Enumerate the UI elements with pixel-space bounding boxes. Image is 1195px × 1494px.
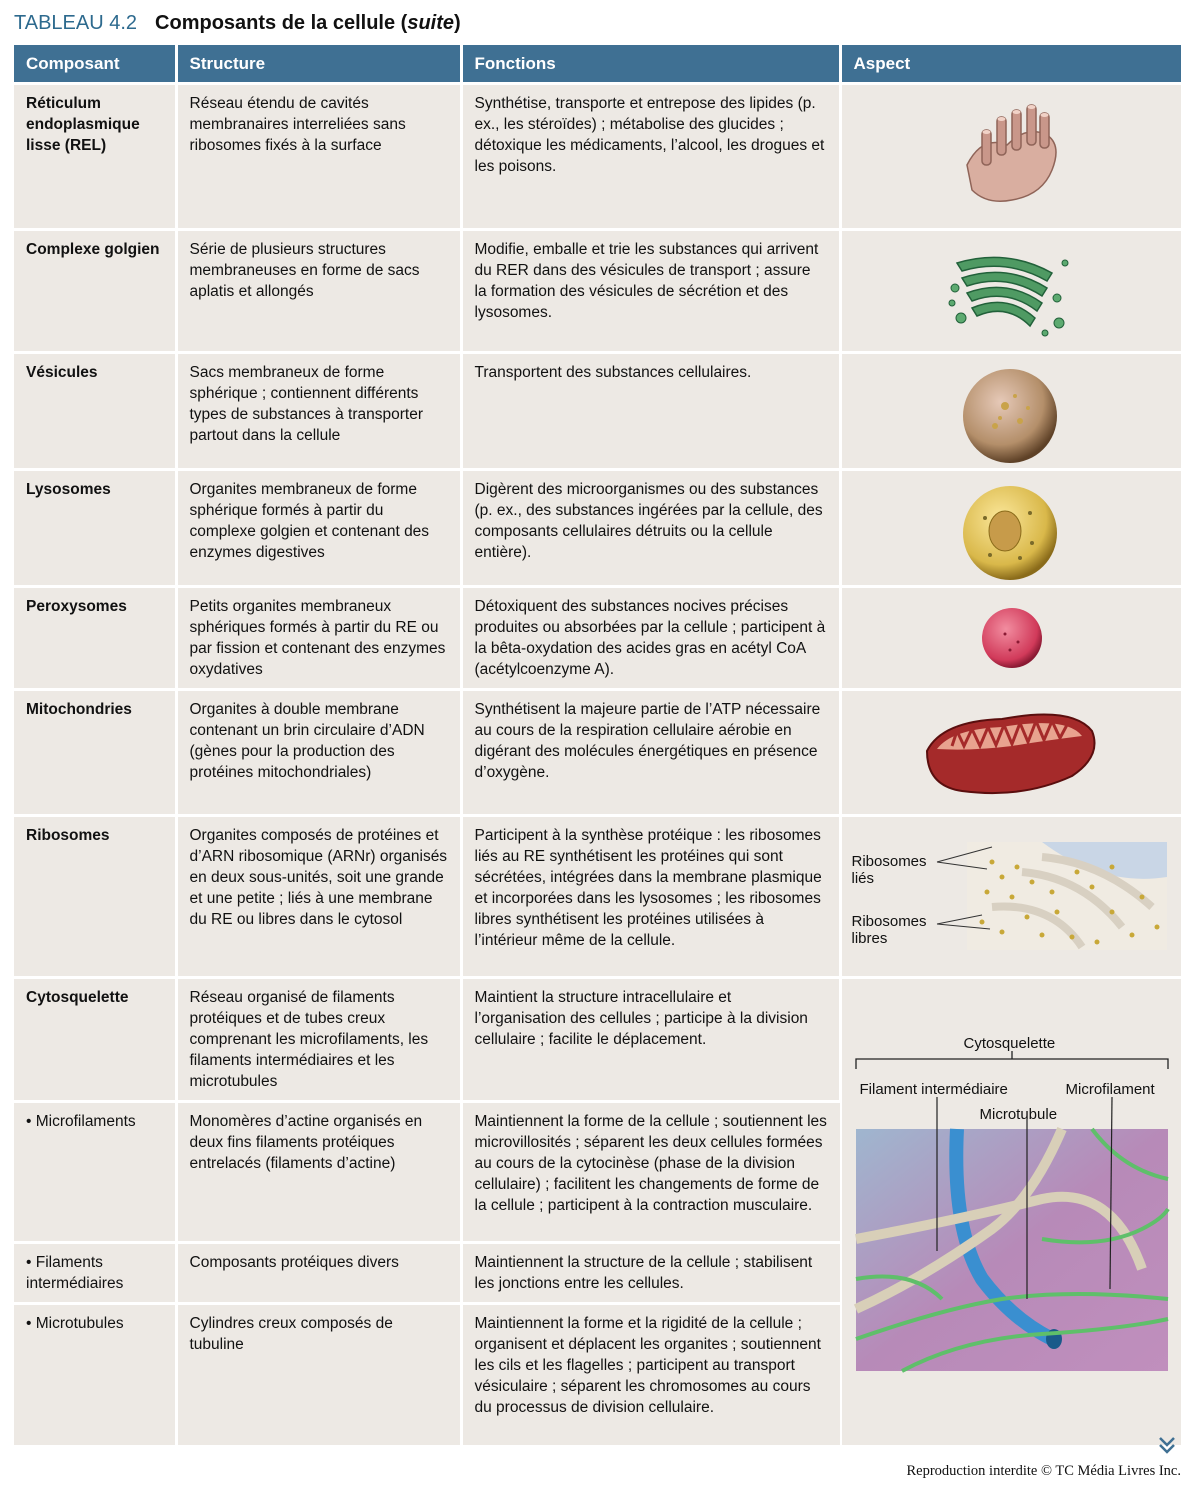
cell-aspect bbox=[840, 82, 1181, 230]
cell-aspect bbox=[840, 351, 1181, 470]
cell-structure: Organites composés de protéines et d’ARN… bbox=[176, 814, 463, 978]
header-composant: Composant bbox=[14, 45, 178, 84]
peroxisome-illustration bbox=[981, 608, 1042, 668]
table-row: Peroxysomes Petits organites membraneux … bbox=[14, 585, 1181, 690]
table-name-close: ) bbox=[454, 12, 461, 34]
cytoskeleton-title-label: Cytosquelette bbox=[963, 1035, 1056, 1052]
cell-structure: Série de plusieurs structures membraneus… bbox=[176, 228, 463, 353]
cell-structure: Organites membraneux de forme sphérique … bbox=[176, 468, 463, 587]
table-row: Mitochondries Organites à double membran… bbox=[14, 688, 1181, 816]
ribosomes-lies-label: Ribosomes liés bbox=[852, 853, 927, 887]
cell-composant: Peroxysomes bbox=[14, 585, 178, 690]
cell-composant: Réticulum endoplasmique lisse (REL) bbox=[14, 82, 178, 230]
table-row: • Microfilaments Monomères d’actine orga… bbox=[14, 1100, 1181, 1243]
cell-composant: Lysosomes bbox=[14, 468, 178, 587]
cell-composant: Cytosquelette bbox=[14, 976, 178, 1102]
cell-aspect bbox=[840, 468, 1181, 587]
smooth-er-illustration bbox=[965, 104, 1057, 202]
header-structure: Structure bbox=[176, 45, 463, 84]
cell-fonctions: Synthétisent la majeure partie de l’ATP … bbox=[461, 688, 842, 816]
table-row: • Microtubules Cylindres creux composés … bbox=[14, 1302, 1181, 1445]
header-fonctions: Fonctions bbox=[461, 45, 842, 84]
table-title: TABLEAU 4.2 Composants de la cellule (sui… bbox=[14, 12, 461, 35]
table-row: Ribosomes Organites composés de protéine… bbox=[14, 814, 1181, 978]
table-name-text: Composants de la cellule ( bbox=[155, 12, 408, 34]
table-row: Cytosquelette Réseau organisé de filamen… bbox=[14, 976, 1181, 1445]
cell-fonctions: Participent à la synthèse protéique : le… bbox=[461, 814, 842, 978]
cell-structure: Cylindres creux composés de tubuline bbox=[176, 1302, 463, 1445]
cell-aspect bbox=[840, 585, 1181, 690]
microfilament-label: Microfilament bbox=[1065, 1081, 1155, 1098]
ribosomes-libres-label: Ribosomes libres bbox=[852, 913, 927, 947]
cell-fonctions: Maintiennent la structure de la cellule … bbox=[461, 1241, 840, 1304]
table-row: Réticulum endoplasmique lisse (REL) Rése… bbox=[14, 82, 1181, 230]
cell-composant: Vésicules bbox=[14, 351, 178, 470]
chevron-double-down-icon[interactable] bbox=[1157, 1436, 1177, 1454]
cell-composant: • Microtubules bbox=[14, 1302, 178, 1445]
cell-fonctions: Maintient la structure intracellulaire e… bbox=[461, 976, 842, 1102]
table-row: Lysosomes Organites membraneux de forme … bbox=[14, 468, 1181, 587]
table-row: • Filaments intermédiaires Composants pr… bbox=[14, 1241, 1181, 1304]
ribosomes-lies-label-line1: Ribosomes bbox=[851, 853, 927, 870]
table-name: Composants de la cellule (suite) bbox=[155, 12, 461, 34]
cell-structure: Réseau étendu de cavités membranaires in… bbox=[176, 82, 463, 230]
cell-aspect-cytoskeleton: Cytosquelette Filament intermédiaire Mic… bbox=[840, 976, 1181, 1445]
cell-fonctions: Transportent des substances cellulaires. bbox=[461, 351, 842, 470]
table-name-italic: suite bbox=[407, 12, 455, 34]
ribosomes-libres-label-line1: Ribosomes bbox=[851, 913, 927, 930]
header-aspect: Aspect bbox=[840, 45, 1181, 84]
cell-composant: Complexe golgien bbox=[14, 228, 178, 353]
cell-structure: Organites à double membrane contenant un… bbox=[176, 688, 463, 816]
cell-composant: Mitochondries bbox=[14, 688, 178, 816]
components-table: Composant Structure Fonctions Aspect Rét… bbox=[14, 45, 1181, 1445]
ribosomes-lies-label-line2: liés bbox=[851, 870, 875, 887]
cell-aspect: Ribosomes liés Ribosomes libres bbox=[840, 814, 1181, 978]
cell-composant: • Filaments intermédiaires bbox=[14, 1241, 178, 1304]
copyright-footer: Reproduction interdite © TC Média Livres… bbox=[906, 1463, 1181, 1479]
intermediate-filament-label: Filament intermédiaire bbox=[859, 1081, 1008, 1098]
golgi-illustration bbox=[948, 256, 1068, 337]
cell-composant: Ribosomes bbox=[14, 814, 178, 978]
cell-fonctions: Détoxiquent des substances nocives préci… bbox=[461, 585, 842, 690]
cell-structure: Composants protéiques divers bbox=[176, 1241, 463, 1304]
cell-aspect bbox=[840, 228, 1181, 353]
cytoskeleton-illustration bbox=[853, 1051, 1170, 1373]
table-row: Vésicules Sacs membraneux de forme sphér… bbox=[14, 351, 1181, 470]
lysosome-illustration bbox=[962, 486, 1057, 580]
mitochondrion-illustration bbox=[925, 713, 1095, 795]
cell-composant: • Microfilaments bbox=[14, 1100, 178, 1243]
cell-structure: Monomères d’actine organisés en deux fin… bbox=[176, 1100, 463, 1243]
cell-aspect bbox=[840, 688, 1181, 816]
cell-structure: Sacs membraneux de forme sphérique ; con… bbox=[176, 351, 463, 470]
ribosomes-libres-label-line2: libres bbox=[851, 930, 888, 947]
vesicle-illustration bbox=[962, 369, 1057, 463]
ribosomes-illustration bbox=[936, 842, 1167, 950]
header-row: Composant Structure Fonctions Aspect bbox=[14, 45, 1181, 84]
cell-fonctions: Modifie, emballe et trie les substances … bbox=[461, 228, 842, 353]
table-number: TABLEAU 4.2 bbox=[14, 12, 138, 34]
cell-structure: Réseau organisé de filaments protéiques … bbox=[176, 976, 463, 1102]
cell-fonctions: Maintiennent la forme et la rigidité de … bbox=[461, 1302, 840, 1445]
cell-fonctions: Synthétise, transporte et entrepose des … bbox=[461, 82, 842, 230]
table-row: Complexe golgien Série de plusieurs stru… bbox=[14, 228, 1181, 353]
cell-structure: Petits organites membraneux sphériques f… bbox=[176, 585, 463, 690]
microtubule-label: Microtubule bbox=[979, 1106, 1058, 1123]
cell-fonctions: Maintiennent la forme de la cellule ; so… bbox=[461, 1100, 840, 1243]
cell-fonctions: Digèrent des microorganismes ou des subs… bbox=[461, 468, 842, 587]
